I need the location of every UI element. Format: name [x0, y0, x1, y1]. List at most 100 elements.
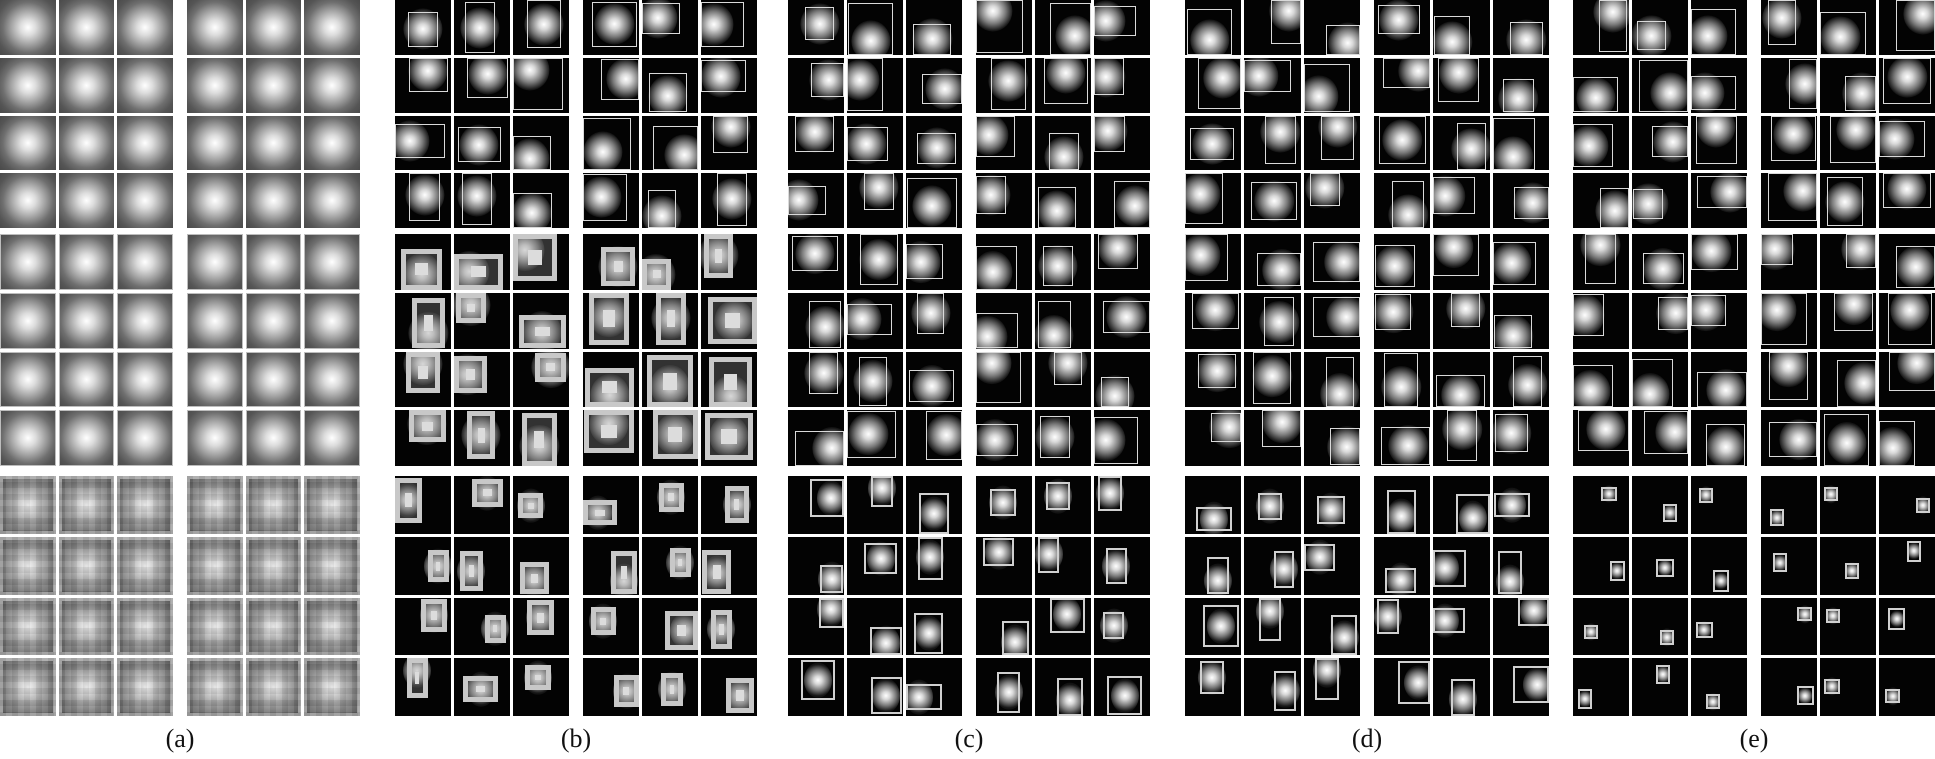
map-tile [1761, 57, 1817, 113]
receptive-field-box [791, 235, 838, 272]
activation-blob [1192, 123, 1232, 165]
receptive-field-box [1887, 292, 1932, 346]
map-tile [1094, 351, 1150, 408]
map-tile [0, 476, 56, 534]
map-tile [245, 292, 302, 349]
receptive-field-box [1101, 377, 1129, 408]
receptive-field-box [1456, 123, 1487, 171]
receptive-field-box [1662, 503, 1677, 523]
feature-grid-row2-2 [976, 234, 1150, 466]
receptive-field-box [1826, 177, 1863, 227]
receptive-field-box [1823, 413, 1870, 466]
activation-blob [1602, 484, 1617, 503]
feature-grid-row2-1 [0, 234, 173, 466]
activation-blob [1798, 687, 1813, 705]
receptive-field-box [1761, 234, 1793, 265]
map-tile [1094, 536, 1150, 595]
map-tile [1433, 173, 1490, 228]
receptive-field-box [518, 315, 566, 349]
map-tile [701, 115, 757, 171]
receptive-field-box [583, 410, 635, 454]
map-tile [1094, 234, 1150, 290]
activation-blob [1035, 314, 1074, 349]
map-tile [1035, 536, 1091, 595]
map-tile [1185, 234, 1242, 290]
receptive-field-box [1050, 597, 1085, 633]
receptive-field-box [408, 410, 446, 443]
receptive-field-box [1273, 550, 1294, 588]
receptive-field-box [1198, 57, 1242, 110]
receptive-field-box [1374, 245, 1416, 287]
map-tile [1374, 57, 1431, 113]
receptive-field-box [467, 57, 509, 99]
receptive-field-box [1264, 115, 1296, 165]
activation-blob [1842, 72, 1876, 113]
receptive-field-box [465, 2, 495, 53]
receptive-field-box [1057, 678, 1083, 716]
map-tile [1303, 597, 1360, 656]
activation-blob [648, 75, 688, 113]
map-tile [1185, 476, 1242, 534]
receptive-field-box [1385, 567, 1417, 594]
map-tile [187, 536, 243, 595]
map-tile [583, 658, 639, 716]
map-tile [701, 292, 757, 349]
map-tile [245, 115, 302, 171]
map-tile [1035, 0, 1091, 55]
map-tile [788, 476, 844, 534]
map-tile [1761, 0, 1817, 55]
map-tile [847, 476, 903, 534]
activation-blob [1773, 554, 1788, 572]
map-tile [513, 115, 569, 171]
receptive-field-box [1207, 557, 1229, 595]
map-tile [513, 536, 569, 595]
map-tile [642, 57, 698, 113]
activation-blob [1836, 115, 1876, 151]
receptive-field-box [1642, 253, 1684, 285]
map-tile [58, 597, 115, 656]
map-tile [1244, 173, 1301, 228]
map-tile [1185, 173, 1242, 228]
activation-blob [1653, 121, 1688, 163]
activation-blob [1442, 410, 1482, 450]
map-tile [1573, 410, 1629, 466]
receptive-field-box [519, 562, 550, 595]
activation-blob [1902, 0, 1935, 35]
receptive-field-box [665, 611, 698, 650]
map-tile [245, 658, 302, 716]
receptive-field-box [1517, 597, 1549, 627]
map-tile [1244, 410, 1301, 466]
activation-blob [1046, 57, 1086, 94]
map-tile [1632, 597, 1688, 656]
receptive-field-box [1573, 124, 1614, 167]
receptive-field-box [908, 370, 955, 402]
receptive-field-box [583, 173, 627, 221]
receptive-field-box [1656, 665, 1671, 684]
receptive-field-box [1094, 115, 1125, 153]
map-tile [1879, 292, 1935, 349]
map-tile [1035, 173, 1091, 228]
map-tile [187, 292, 243, 349]
receptive-field-box [1494, 314, 1533, 349]
map-tile [1761, 292, 1817, 349]
map-tile [395, 351, 451, 408]
subfigure-label: (b) [560, 724, 592, 753]
receptive-field-box [484, 614, 506, 643]
receptive-field-box [1577, 688, 1592, 709]
map-tile [1691, 0, 1747, 55]
receptive-field-box [1513, 666, 1549, 703]
receptive-field-box [408, 57, 448, 93]
activation-blob [1659, 628, 1674, 646]
activation-blob [848, 413, 888, 456]
receptive-field-box [463, 675, 498, 703]
receptive-field-box [1326, 24, 1360, 55]
map-tile [1879, 476, 1935, 534]
map-tile [1761, 351, 1817, 408]
receptive-field-box [1696, 371, 1747, 408]
receptive-field-box [976, 313, 1019, 349]
map-tile [117, 234, 173, 290]
map-tile [1374, 597, 1431, 656]
subfigure-panel-b: (b) [395, 0, 757, 759]
feature-grid-row3-2 [583, 476, 757, 716]
map-tile [1433, 115, 1490, 171]
